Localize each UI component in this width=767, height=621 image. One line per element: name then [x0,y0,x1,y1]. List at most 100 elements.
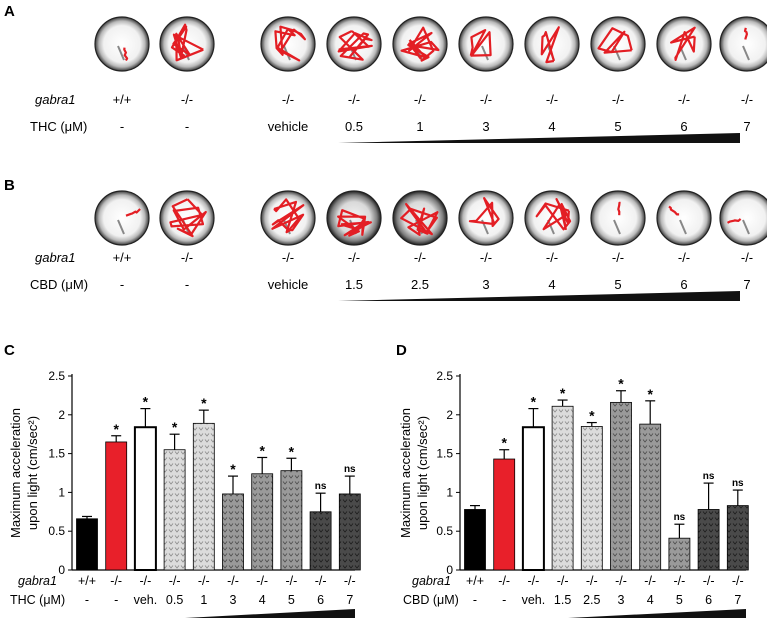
dose-cell: 6 [317,593,324,607]
dose-value: 2.5 [411,277,429,292]
dose-value: 5 [614,277,621,292]
genotype-value: -/- [348,92,360,107]
bar [580,426,603,571]
panel-a-wells [94,16,767,72]
significance-label: ns [732,478,744,489]
y-axis-label-line1: Maximum acceleration [8,408,23,538]
bar [668,537,691,571]
dose-cell: 0.5 [166,593,183,607]
dose-cell: veh. [522,593,546,607]
genotype-value: -/- [741,250,753,265]
panel-c-chart: Maximum acceleration upon light (cm/sec²)… [8,369,361,618]
row-label-dose: THC (μM) [10,593,65,607]
significance-label: ns [703,471,715,482]
y-tick-label: 1.5 [48,447,65,461]
genotype-cell: +/+ [78,574,96,588]
well-plate [94,16,150,72]
panel-b-label: B [4,177,15,194]
genotype-value: -/- [348,250,360,265]
significance-label: * [289,443,295,459]
bar [639,423,662,571]
bar [76,518,98,571]
significance-label: * [501,435,507,451]
y-axis-label: Maximum acceleration upon light (cm/sec²) [8,408,40,538]
well-plate [719,190,767,246]
y-axis-label-line2: upon light (cm/sec²) [25,416,40,530]
swim-track [337,209,372,237]
well-a-6 [458,16,514,72]
well-b-7 [524,190,580,246]
swim-track [125,208,141,217]
dose-value: - [185,119,189,134]
well-a-10 [719,16,767,72]
fish-larva [613,219,621,235]
well-a-5 [392,16,448,72]
swim-track [123,47,129,62]
bar [222,493,244,571]
genotype-value: -/- [678,250,690,265]
dose-cell: 7 [734,593,741,607]
y-tick-label: 0.5 [436,524,453,538]
bar [338,493,361,571]
y-tick-label: 2.5 [48,369,65,383]
well-a-7 [524,16,580,72]
panel-a-genotype-label: gabra1 [35,92,75,107]
genotype-cell: -/- [527,574,539,588]
dose-value: - [120,119,124,134]
genotype-value: -/- [546,250,558,265]
dose-wedge [185,609,355,618]
swim-track [540,26,560,64]
dose-value: 4 [548,119,555,134]
genotype-value: -/- [678,92,690,107]
well-b-8 [590,190,646,246]
well-b-9 [656,190,712,246]
y-axis-label: Maximum acceleration upon light (cm/sec²) [398,408,430,538]
bar [133,426,157,571]
well-b-4 [326,190,382,246]
well-b-1 [94,190,150,246]
y-axis-label-line2: upon light (cm/sec²) [415,416,430,530]
genotype-cell: -/- [110,574,122,588]
dose-cell: 5 [676,593,683,607]
swim-track [535,198,572,231]
well-a-4 [326,16,382,72]
swim-track [271,198,305,234]
well-a-2 [159,16,215,72]
genotype-cell: -/- [139,574,151,588]
genotype-cell: -/- [169,574,181,588]
swim-track [400,26,440,62]
well-plate [392,16,448,72]
significance-label: * [172,419,178,435]
y-axis-label-line1: Maximum acceleration [398,408,413,538]
fish-larva [742,45,750,61]
panel-b-dose-label: CBD (μM) [30,277,88,292]
dose-cell: 4 [259,593,266,607]
panel-b-genotype-label: gabra1 [35,250,75,265]
bar [192,422,215,571]
genotype-cell: -/- [498,574,510,588]
dose-value: - [185,277,189,292]
dose-value: vehicle [268,119,308,134]
genotype-cell: -/- [703,574,715,588]
well-plate [94,190,150,246]
well-a-8 [590,16,646,72]
y-tick-label: 0 [446,563,453,577]
dose-cell: 5 [288,593,295,607]
y-tick-label: 0 [58,563,65,577]
dose-cell: 4 [647,593,654,607]
panel-a-label: A [4,3,15,20]
panel-a-dose-wedge [338,133,740,143]
swim-track [726,218,742,224]
genotype-value: -/- [612,92,624,107]
well-b-6 [458,190,514,246]
genotype-cell: -/- [673,574,685,588]
dose-cell: 2.5 [583,593,600,607]
dose-cell: 6 [705,593,712,607]
well-b-10 [719,190,767,246]
well-plate [260,16,316,72]
row-label-genotype: gabra1 [412,574,451,588]
dose-value: 3 [482,277,489,292]
swim-track [274,25,306,62]
swim-track [597,27,633,54]
panel-d-chart: Maximum acceleration upon light (cm/sec²)… [398,369,749,618]
